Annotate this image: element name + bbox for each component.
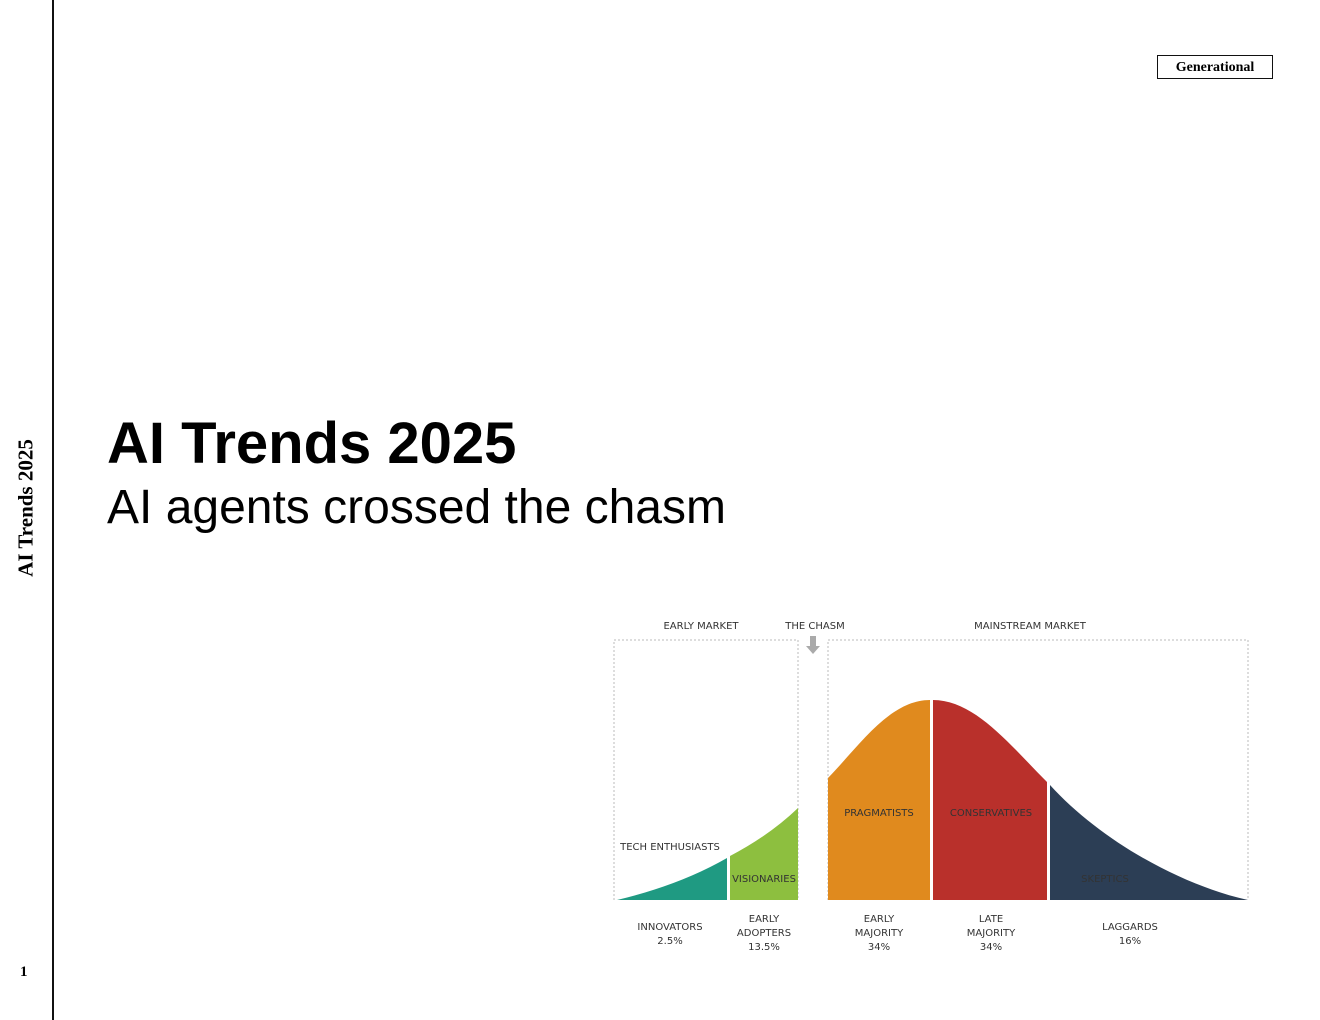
group-label: EARLY: [864, 914, 895, 925]
group-label: MAJORITY: [967, 928, 1016, 939]
group-label: LAGGARDS: [1102, 922, 1158, 933]
curve-segment: [730, 808, 798, 900]
segment-label: CONSERVATIVES: [950, 808, 1032, 819]
curve-segment: [933, 700, 1047, 900]
group-label: MAJORITY: [855, 928, 904, 939]
market-label: MAINSTREAM MARKET: [974, 621, 1087, 632]
side-rule: [52, 0, 54, 1020]
segment-label: SKEPTICS: [1081, 874, 1129, 885]
segment-label: VISIONARIES: [732, 874, 796, 885]
group-label: ADOPTERS: [737, 928, 791, 939]
share-label: 34%: [980, 942, 1002, 953]
share-label: 13.5%: [748, 942, 780, 953]
share-label: 16%: [1119, 936, 1141, 947]
curve-segment: [1050, 785, 1248, 900]
mainstream-box: [827, 639, 1249, 900]
group-label: LATE: [979, 914, 1003, 925]
curve-segment: [617, 858, 727, 900]
share-label: 34%: [868, 942, 890, 953]
market-boxes: [613, 639, 1249, 900]
share-label: 2.5%: [657, 936, 682, 947]
group-label: EARLY: [749, 914, 780, 925]
group-label: INNOVATORS: [637, 922, 702, 933]
curve-segment: [828, 700, 930, 900]
early-box: [613, 639, 799, 900]
segment-label: PRAGMATISTS: [844, 808, 914, 819]
tag: Generational: [1157, 55, 1273, 79]
market-label: EARLY MARKET: [663, 621, 739, 632]
segment-label: TECH ENTHUSIASTS: [619, 842, 720, 853]
page-number: 1: [20, 964, 28, 980]
title: AI Trends 2025: [107, 411, 517, 476]
market-label: THE CHASM: [784, 621, 844, 632]
subtitle: AI agents crossed the chasm: [107, 481, 726, 534]
chasm-arrow: [806, 636, 820, 654]
